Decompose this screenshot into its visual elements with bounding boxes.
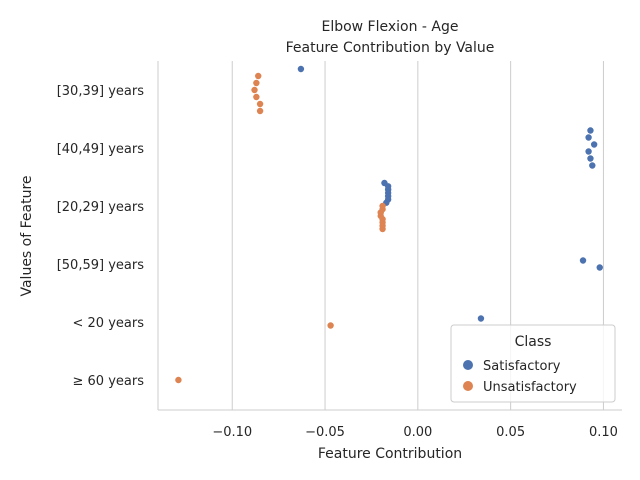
data-points	[175, 65, 603, 384]
y-tick-label: ≥ 60 years	[73, 374, 145, 389]
chart-title: Elbow Flexion - Age	[321, 19, 458, 35]
data-point-satisfactory	[587, 155, 594, 162]
x-tick-label: 0.10	[589, 425, 618, 440]
data-point-unsatisfactory	[256, 100, 264, 108]
data-point-satisfactory	[587, 127, 594, 134]
legend-box	[450, 324, 616, 403]
grid-lines	[231, 61, 604, 410]
data-point-satisfactory	[579, 257, 587, 264]
data-point-satisfactory	[585, 148, 592, 155]
data-point-unsatisfactory	[251, 86, 258, 94]
data-point-unsatisfactory	[175, 376, 182, 384]
y-tick-label: [40,49] years	[57, 142, 144, 157]
data-point-satisfactory	[297, 65, 305, 73]
x-tick-label: 0.05	[496, 425, 525, 440]
y-tick-label: [50,59] years	[57, 258, 144, 273]
data-point-unsatisfactory	[255, 72, 262, 80]
data-point-unsatisfactory	[253, 79, 260, 87]
legend-label-unsatisfactory: Unsatisfactory	[483, 380, 577, 395]
legend-marker-unsatisfactory	[463, 381, 473, 391]
chart-subtitle: Feature Contribution by Value	[286, 40, 495, 56]
y-axis-label: Values of Feature	[19, 175, 35, 296]
x-tick-label: 0.00	[403, 425, 432, 440]
data-point-satisfactory	[585, 134, 592, 141]
data-point-unsatisfactory	[256, 107, 264, 115]
y-tick-labels: [30,39] years [40,49] years [20,29] years […	[57, 84, 144, 389]
y-tick-label: [30,39] years	[57, 84, 144, 99]
data-point-satisfactory	[589, 162, 596, 169]
legend-marker-satisfactory	[463, 360, 473, 370]
data-point-satisfactory	[477, 315, 485, 322]
y-tick-label: < 20 years	[73, 316, 145, 331]
data-point-unsatisfactory	[253, 93, 260, 101]
legend-title: Class	[515, 334, 552, 350]
legend-label-satisfactory: Satisfactory	[483, 359, 561, 374]
legend: Class Satisfactory Unsatisfactory	[450, 324, 616, 403]
data-point-unsatisfactory	[327, 322, 334, 329]
x-tick-label: −0.05	[305, 425, 345, 440]
x-axis-label: Feature Contribution	[318, 446, 462, 462]
data-point-satisfactory	[590, 141, 598, 148]
data-point-satisfactory	[596, 264, 603, 271]
data-point-unsatisfactory	[379, 225, 386, 233]
x-tick-labels: −0.10 −0.05 0.00 0.05 0.10	[212, 425, 618, 440]
y-tick-label: [20,29] years	[57, 200, 144, 215]
x-tick-label: −0.10	[212, 425, 252, 440]
